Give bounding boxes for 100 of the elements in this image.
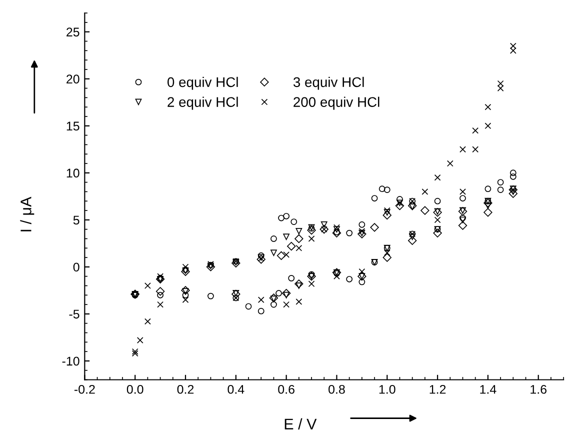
point [269, 294, 278, 302]
point [484, 202, 492, 209]
point [278, 214, 284, 222]
point [433, 208, 442, 217]
point [510, 47, 516, 54]
point [434, 216, 441, 224]
point [484, 198, 492, 208]
point [378, 186, 386, 192]
point [270, 301, 277, 308]
point [434, 198, 441, 204]
point [433, 228, 442, 238]
point [157, 292, 164, 298]
point [460, 214, 466, 222]
x-tick-label: -0.2 [74, 384, 95, 394]
point [497, 179, 504, 186]
x-tick-label: 1.2 [430, 384, 446, 394]
point [132, 348, 138, 355]
point [157, 301, 164, 308]
point [283, 301, 290, 308]
point [460, 216, 466, 224]
point [409, 204, 416, 210]
y-tick-label: 0 [73, 262, 80, 272]
legend-label: 0 equiv HCl [168, 76, 238, 90]
point [288, 274, 295, 282]
point [232, 290, 240, 299]
point [446, 160, 454, 167]
point [232, 258, 240, 268]
point [346, 230, 353, 236]
x-tick-label: 0.6 [278, 384, 294, 394]
point [144, 282, 151, 289]
point [308, 280, 315, 288]
y-tick-label: 10 [66, 168, 80, 178]
y-tick-label: -5 [69, 310, 80, 319]
point [384, 207, 390, 214]
point [136, 337, 144, 344]
legend-label: 3 equiv HCl [293, 76, 364, 90]
point [434, 174, 441, 181]
point [382, 253, 392, 262]
point [320, 221, 328, 228]
point [334, 228, 340, 236]
point [497, 80, 504, 87]
point [408, 201, 417, 210]
point [182, 292, 189, 298]
point [156, 287, 165, 296]
point [484, 122, 492, 130]
point [232, 290, 240, 296]
x-tick-label: 1.6 [530, 384, 546, 394]
point [296, 282, 302, 289]
point [296, 244, 302, 252]
point [510, 42, 516, 50]
point [270, 296, 277, 302]
point [258, 296, 264, 304]
point [458, 221, 468, 230]
point [384, 186, 390, 193]
point [472, 146, 479, 153]
point [283, 292, 290, 298]
point [371, 195, 378, 202]
x-tick-label: 0.8 [328, 384, 345, 394]
point [181, 286, 190, 295]
point [508, 189, 518, 198]
point [334, 226, 340, 232]
point [358, 228, 366, 234]
y-axis-title: I / μA [20, 196, 34, 232]
point [422, 188, 428, 195]
point [408, 236, 417, 245]
point [484, 186, 492, 192]
point [484, 104, 492, 110]
x-tick-label: 1.4 [480, 385, 496, 394]
point [334, 224, 340, 231]
legend-label: 200 equiv HCl [294, 96, 380, 110]
point [396, 196, 403, 202]
point [460, 188, 466, 195]
point [294, 234, 304, 244]
point [420, 206, 430, 215]
point [270, 236, 277, 242]
point [358, 221, 366, 228]
point [497, 186, 504, 193]
point [508, 185, 518, 194]
y-tick-label: 20 [66, 74, 80, 84]
point [258, 252, 264, 259]
point [307, 226, 316, 235]
point [182, 296, 189, 304]
point [296, 298, 302, 305]
point [282, 288, 291, 298]
y-tick-label: -10 [62, 356, 80, 366]
point [510, 173, 516, 180]
point [276, 251, 286, 260]
point [484, 208, 492, 217]
point [458, 207, 468, 216]
point [283, 212, 290, 220]
point [206, 262, 216, 272]
point [270, 250, 277, 256]
point [181, 267, 190, 276]
point [332, 228, 342, 238]
point [208, 292, 214, 300]
point [460, 195, 466, 202]
point [510, 186, 516, 192]
y-tick-label: 25 [66, 28, 80, 36]
y-tick-label: 5 [73, 216, 80, 225]
point [276, 290, 282, 296]
